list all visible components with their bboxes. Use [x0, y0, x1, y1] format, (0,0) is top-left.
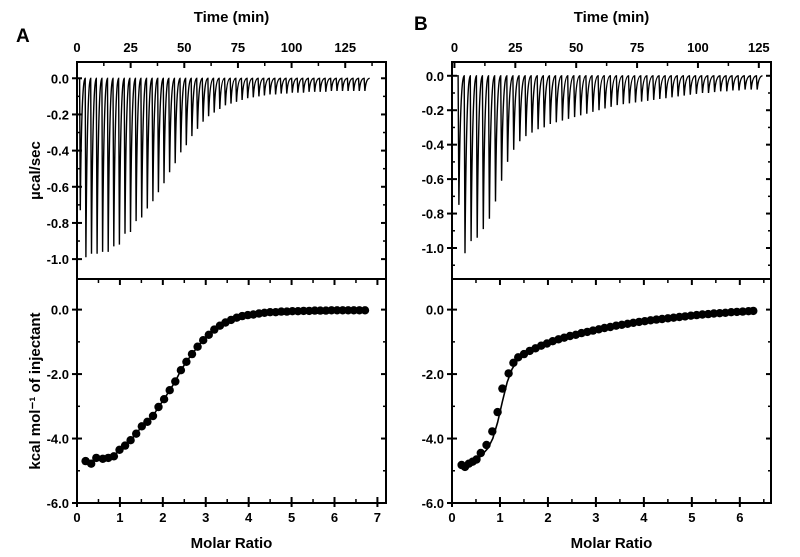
power-tick-label: -1.0 [47, 252, 69, 267]
data-point [120, 441, 130, 450]
data-point [182, 357, 191, 366]
time-axis-title: Time (min) [194, 9, 270, 26]
data-point [360, 306, 370, 315]
power-tick-label: 0.0 [51, 71, 69, 86]
enthalpy-tick-label: 0.0 [426, 303, 444, 318]
molar-tick-label: 1 [496, 510, 503, 525]
enthalpy-tick-label: -6.0 [422, 496, 444, 511]
enthalpy-tick-label: 0.0 [51, 303, 69, 318]
panel-letter-a: A [16, 26, 30, 47]
molar-tick-label: 3 [202, 510, 209, 525]
data-point [488, 427, 497, 436]
time-tick-label: 0 [451, 40, 458, 55]
time-tick-label: 25 [123, 40, 137, 55]
molar-ratio-axis-title: Molar Ratio [571, 535, 653, 552]
data-point [476, 448, 485, 458]
molar-tick-label: 6 [331, 510, 338, 525]
data-point [87, 459, 96, 468]
molar-tick-label: 0 [448, 510, 455, 525]
data-point [749, 306, 758, 316]
power-axis-title: µcal/sec [27, 141, 44, 200]
data-point [193, 342, 202, 351]
molar-tick-label: 4 [245, 510, 253, 525]
power-tick-label: -0.8 [422, 207, 444, 222]
time-tick-label: 100 [687, 40, 709, 55]
data-point [472, 455, 481, 464]
time-tick-label: 100 [281, 40, 303, 55]
enthalpy-tick-label: -4.0 [47, 432, 69, 447]
enthalpy-tick-label: -2.0 [47, 367, 69, 382]
time-tick-label: 125 [748, 40, 770, 55]
molar-tick-label: 2 [159, 510, 166, 525]
data-point [482, 440, 491, 450]
enthalpy-tick-label: -6.0 [47, 496, 69, 511]
molar-tick-label: 4 [640, 510, 648, 525]
data-point [199, 336, 208, 345]
data-point [109, 452, 119, 461]
molar-tick-label: 2 [544, 510, 551, 525]
power-tick-label: 0.0 [426, 69, 444, 84]
molar-tick-label: 6 [736, 510, 743, 525]
data-point [504, 369, 513, 378]
power-tick-label: -0.6 [422, 172, 444, 187]
molar-tick-label: 0 [73, 510, 80, 525]
data-point [204, 330, 213, 339]
power-tick-label: -0.2 [47, 107, 69, 122]
power-tick-label: -1.0 [422, 241, 444, 256]
data-point [498, 384, 507, 393]
molar-tick-label: 7 [374, 510, 381, 525]
thermogram-trace [77, 77, 370, 258]
power-tick-label: -0.2 [422, 103, 444, 118]
enthalpy-tick-label: -2.0 [422, 367, 444, 382]
data-point [176, 366, 186, 375]
time-tick-label: 75 [630, 40, 644, 55]
data-point [187, 349, 197, 359]
data-point [509, 358, 518, 367]
molar-tick-label: 5 [688, 510, 695, 525]
data-point [92, 453, 101, 463]
data-point [137, 422, 146, 431]
molar-ratio-axis-title: Molar Ratio [191, 535, 273, 552]
time-tick-label: 0 [73, 40, 80, 55]
molar-tick-label: 5 [288, 510, 295, 525]
data-point [493, 407, 502, 417]
lower-plot-frame [451, 278, 772, 504]
time-tick-label: 125 [334, 40, 356, 55]
data-point [165, 386, 174, 395]
data-point [143, 417, 152, 426]
data-point [171, 377, 180, 386]
data-point [159, 395, 169, 404]
power-tick-label: -0.4 [422, 138, 445, 153]
molar-tick-label: 3 [592, 510, 599, 525]
data-point [148, 411, 158, 421]
panel-letter-b: B [414, 14, 428, 35]
data-point [154, 402, 163, 412]
enthalpy-axis-title: kcal mol⁻¹ of injectant [27, 312, 44, 469]
time-tick-label: 75 [231, 40, 245, 55]
time-tick-label: 25 [508, 40, 522, 55]
data-point [132, 429, 141, 438]
time-tick-label: 50 [177, 40, 191, 55]
power-tick-label: -0.6 [47, 180, 69, 195]
molar-tick-label: 1 [116, 510, 123, 525]
time-axis-title: Time (min) [574, 9, 650, 26]
thermogram-trace [454, 75, 763, 254]
data-point [126, 436, 135, 445]
time-tick-label: 50 [569, 40, 583, 55]
enthalpy-tick-label: -4.0 [422, 432, 444, 447]
power-tick-label: -0.8 [47, 216, 69, 231]
power-tick-label: -0.4 [47, 144, 70, 159]
lower-plot-frame [76, 278, 387, 504]
